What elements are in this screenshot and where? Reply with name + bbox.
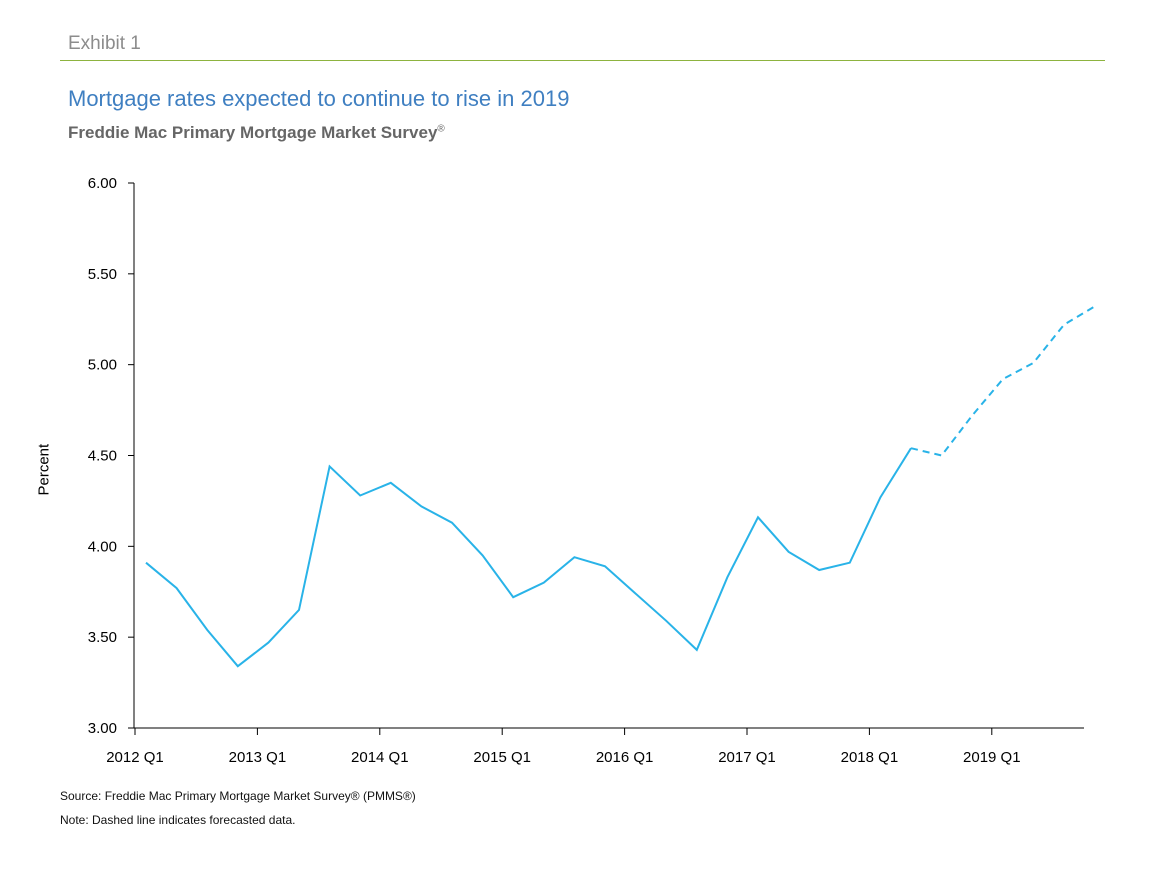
x-tick-label: 2012 Q1 <box>106 749 164 766</box>
y-tick-label: 4.00 <box>88 538 117 555</box>
chart-subtitle: Freddie Mac Primary Mortgage Market Surv… <box>68 123 445 143</box>
y-tick-label: 6.00 <box>88 175 117 192</box>
x-tick-label: 2019 Q1 <box>963 749 1021 766</box>
header-divider <box>60 60 1105 61</box>
x-tick-label: 2015 Q1 <box>473 749 531 766</box>
y-tick-label: 4.50 <box>88 448 117 465</box>
x-tick-label: 2013 Q1 <box>229 749 287 766</box>
source-note: Source: Freddie Mac Primary Mortgage Mar… <box>60 789 416 803</box>
y-tick-label: 3.00 <box>88 720 117 737</box>
forecast-note: Note: Dashed line indicates forecasted d… <box>60 813 296 827</box>
exhibit-label: Exhibit 1 <box>68 33 141 54</box>
y-tick-label: 3.50 <box>88 629 117 646</box>
forecast-series-line <box>910 305 1096 457</box>
chart-title: Mortgage rates expected to continue to r… <box>68 86 570 111</box>
actual-series-line <box>145 447 912 668</box>
x-tick-label: 2016 Q1 <box>596 749 654 766</box>
y-tick-label: 5.50 <box>88 266 117 283</box>
y-tick-label: 5.00 <box>88 357 117 374</box>
subtitle-text: Freddie Mac Primary Mortgage Market Surv… <box>68 123 438 142</box>
x-tick-label: 2017 Q1 <box>718 749 776 766</box>
y-axis-label: Percent <box>35 443 53 496</box>
registered-mark: ® <box>437 123 445 135</box>
x-tick-label: 2014 Q1 <box>351 749 409 766</box>
x-tick-label: 2018 Q1 <box>841 749 899 766</box>
